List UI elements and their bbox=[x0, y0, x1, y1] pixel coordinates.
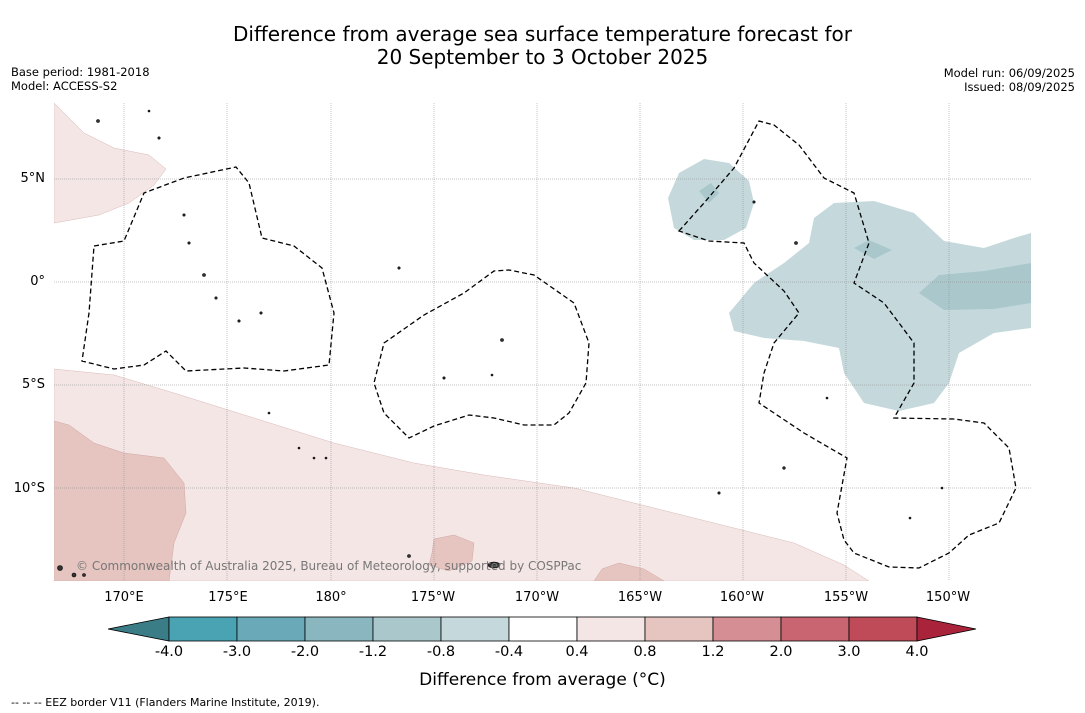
colorbar-segment bbox=[576, 616, 646, 642]
warm-anomaly-patch-1 bbox=[54, 420, 187, 581]
colorbar-extend-high bbox=[916, 616, 977, 642]
cool-anomaly-spot-2 bbox=[854, 240, 892, 259]
colorbar-tick: 2.0 bbox=[769, 644, 793, 660]
cool-anomaly-core-east bbox=[919, 263, 1031, 310]
copyright-text: © Commonwealth of Australia 2025, Bureau… bbox=[76, 559, 581, 573]
meta-left: Base period: 1981-2018 Model: ACCESS-S2 bbox=[11, 65, 150, 93]
lon-label-180: 180° bbox=[315, 590, 347, 605]
lat-label-5n: 5°N bbox=[20, 171, 46, 186]
lon-label-175e: 175°E bbox=[208, 590, 248, 605]
colorbar-tick: -4.0 bbox=[154, 644, 184, 660]
colorbar-segment bbox=[236, 616, 306, 642]
colorbar-tick: 0.4 bbox=[565, 644, 589, 660]
lat-label-0: 0° bbox=[30, 274, 45, 289]
eez-borders bbox=[81, 120, 1017, 569]
warm-anomaly-patch-3 bbox=[593, 562, 665, 581]
colorbar-segment bbox=[780, 616, 850, 642]
colorbar-tick: 0.8 bbox=[633, 644, 657, 660]
colorbar-segment bbox=[304, 616, 374, 642]
issued-date: Issued: 08/09/2025 bbox=[964, 80, 1075, 94]
graticule bbox=[54, 103, 1031, 581]
lon-label-165w: 165°W bbox=[617, 590, 663, 605]
lon-label-155w: 155°W bbox=[823, 590, 869, 605]
lat-label-10s: 10°S bbox=[13, 481, 45, 496]
colorbar-label: Difference from average (°C) bbox=[419, 670, 666, 690]
colorbar-tick: -0.8 bbox=[426, 644, 456, 660]
colorbar-tick: -2.0 bbox=[290, 644, 320, 660]
colorbar bbox=[107, 616, 977, 642]
colorbar-segment bbox=[712, 616, 782, 642]
map-title-line2: 20 September to 3 October 2025 bbox=[376, 45, 709, 69]
colorbar-tick: 1.2 bbox=[701, 644, 725, 660]
lon-label-150w: 150°W bbox=[925, 590, 971, 605]
base-period: Base period: 1981-2018 bbox=[11, 65, 150, 79]
lat-label-5s: 5°S bbox=[21, 377, 45, 392]
cool-anomaly-spot-1 bbox=[699, 183, 719, 203]
lon-label-160w: 160°W bbox=[719, 590, 765, 605]
warm-anomaly-patch-2 bbox=[428, 534, 475, 572]
cool-anomaly-region-east bbox=[729, 201, 1031, 411]
colorbar-extend-low bbox=[107, 616, 170, 642]
colorbar-segment bbox=[372, 616, 442, 642]
colorbar-tick: -0.4 bbox=[494, 644, 524, 660]
model-run: Model run: 06/09/2025 bbox=[943, 66, 1075, 80]
colorbar-segment bbox=[644, 616, 714, 642]
colorbar-segment bbox=[440, 616, 510, 642]
model-name: Model: ACCESS-S2 bbox=[11, 79, 118, 93]
colorbar-segment bbox=[508, 616, 578, 642]
lon-label-170w: 170°W bbox=[514, 590, 560, 605]
warm-anomaly-region-north bbox=[54, 103, 167, 224]
colorbar-tick: 4.0 bbox=[905, 644, 929, 660]
colorbar-tick: -1.2 bbox=[358, 644, 388, 660]
eez-footnote: -- -- -- EEZ border V11 (Flanders Marine… bbox=[11, 696, 320, 709]
lon-label-170e: 170°E bbox=[104, 590, 144, 605]
colorbar-segment bbox=[848, 616, 918, 642]
islands bbox=[57, 109, 944, 578]
colorbar-segment bbox=[168, 616, 238, 642]
lon-label-175w: 175°W bbox=[410, 590, 456, 605]
sst-anomaly-map: © Commonwealth of Australia 2025, Bureau… bbox=[54, 103, 1031, 581]
meta-right: Model run: 06/09/2025 Issued: 08/09/2025 bbox=[944, 66, 1075, 94]
map-title-line1: Difference from average sea surface temp… bbox=[232, 22, 852, 46]
colorbar-tick: -3.0 bbox=[222, 644, 252, 660]
colorbar-tick: 3.0 bbox=[837, 644, 861, 660]
colorbar-segments bbox=[107, 616, 977, 642]
